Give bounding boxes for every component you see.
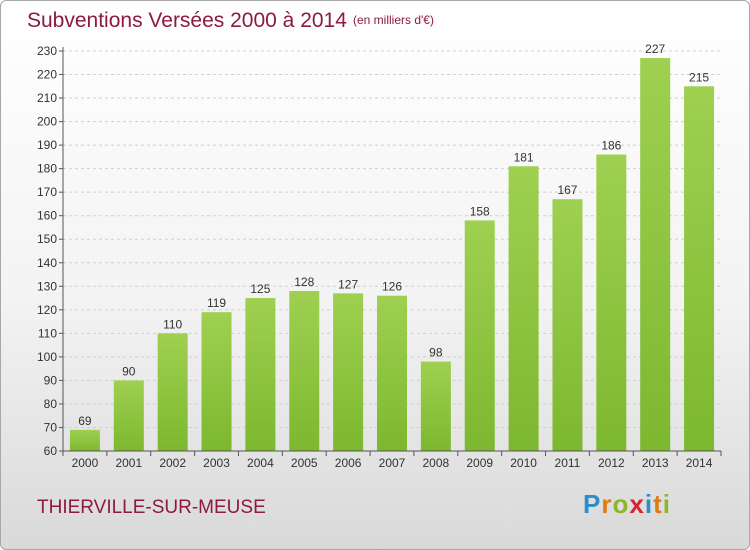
x-tick-label: 2010 xyxy=(510,456,537,470)
y-tick-label: 90 xyxy=(44,373,58,387)
bar-value-label: 167 xyxy=(557,183,577,197)
bar-value-label: 128 xyxy=(294,275,314,289)
bar xyxy=(552,199,583,451)
y-tick-label: 120 xyxy=(37,303,57,317)
logo-letter: i xyxy=(662,489,671,519)
bar xyxy=(640,58,671,451)
logo-letter: t xyxy=(653,489,663,519)
bar xyxy=(508,166,539,451)
x-tick-label: 2008 xyxy=(423,456,450,470)
y-tick-label: 160 xyxy=(37,209,57,223)
y-tick-label: 200 xyxy=(37,115,57,129)
y-tick-label: 80 xyxy=(44,397,58,411)
bar xyxy=(113,380,144,451)
bar xyxy=(333,293,364,451)
x-tick-label: 2009 xyxy=(466,456,493,470)
x-tick-label: 2012 xyxy=(598,456,625,470)
y-tick-label: 110 xyxy=(38,326,57,340)
bar xyxy=(245,298,276,451)
bar-value-label: 119 xyxy=(207,296,226,310)
y-tick-label: 230 xyxy=(37,44,57,58)
bar xyxy=(289,291,320,451)
y-axis-ticks: 60 70 80 90 100 110 120 130 140 150 160 170 180 190 20… xyxy=(37,44,63,458)
x-tick-label: 2006 xyxy=(335,456,362,470)
chart-title: Subventions Versées 2000 à 2014 xyxy=(27,9,347,32)
bar xyxy=(684,86,715,451)
bar xyxy=(69,429,100,451)
bar-value-label: 125 xyxy=(250,282,270,296)
x-tick-label: 2000 xyxy=(72,456,99,470)
x-tick-label: 2007 xyxy=(379,456,406,470)
x-tick-label: 2014 xyxy=(686,456,713,470)
y-tick-label: 180 xyxy=(37,162,57,176)
bar-value-label: 227 xyxy=(645,42,665,56)
y-tick-label: 100 xyxy=(37,350,57,364)
x-tick-label: 2001 xyxy=(115,456,142,470)
proxiti-logo: Proxiti xyxy=(583,489,671,520)
y-tick-label: 150 xyxy=(37,232,57,246)
y-tick-label: 220 xyxy=(37,68,57,82)
logo-letter: o xyxy=(612,489,630,519)
y-tick-label: 140 xyxy=(37,256,57,270)
bar xyxy=(596,154,627,451)
x-tick-label: 2002 xyxy=(159,456,186,470)
bar xyxy=(377,295,407,451)
bar-value-label: 110 xyxy=(163,317,182,331)
x-tick-label: 2013 xyxy=(642,456,669,470)
x-tick-label: 2011 xyxy=(555,456,581,470)
logo-letter: r xyxy=(601,489,613,519)
axes xyxy=(62,47,721,452)
bar-value-label: 127 xyxy=(338,277,358,291)
bars xyxy=(69,58,715,451)
bar xyxy=(201,312,232,451)
commune-name: THIERVILLE-SUR-MEUSE xyxy=(37,497,266,518)
bar-value-label: 158 xyxy=(470,204,490,218)
bar xyxy=(420,361,451,451)
data-labels: 69 90 110 119 125 128 127 126 98 158 181 167 186 227 2… xyxy=(78,42,709,428)
logo-letter: x xyxy=(629,489,645,519)
logo-letter: i xyxy=(644,489,654,519)
bar-value-label: 90 xyxy=(122,364,136,378)
x-axis-ticks: 2000 2001 2002 2003 2004 2005 2006 2007 2008 2009… xyxy=(62,451,722,470)
bar xyxy=(157,333,188,451)
bar-value-label: 126 xyxy=(382,280,402,294)
bar-value-label: 69 xyxy=(78,414,92,428)
y-tick-label: 70 xyxy=(44,420,58,434)
bar xyxy=(464,220,495,451)
y-tick-label: 60 xyxy=(44,444,58,458)
y-tick-label: 130 xyxy=(37,279,57,293)
bar-value-label: 215 xyxy=(689,70,709,84)
bar-value-label: 98 xyxy=(429,346,443,360)
x-tick-label: 2003 xyxy=(203,456,230,470)
bar-value-label: 181 xyxy=(514,150,534,164)
chart-subtitle: (en milliers d'€) xyxy=(353,13,434,27)
logo-letter: P xyxy=(583,489,602,519)
y-tick-label: 210 xyxy=(37,91,57,105)
bar-value-label: 186 xyxy=(601,139,621,153)
x-tick-label: 2004 xyxy=(247,456,274,470)
x-tick-label: 2005 xyxy=(291,456,318,470)
y-tick-label: 190 xyxy=(37,138,57,152)
y-tick-label: 170 xyxy=(37,185,57,199)
